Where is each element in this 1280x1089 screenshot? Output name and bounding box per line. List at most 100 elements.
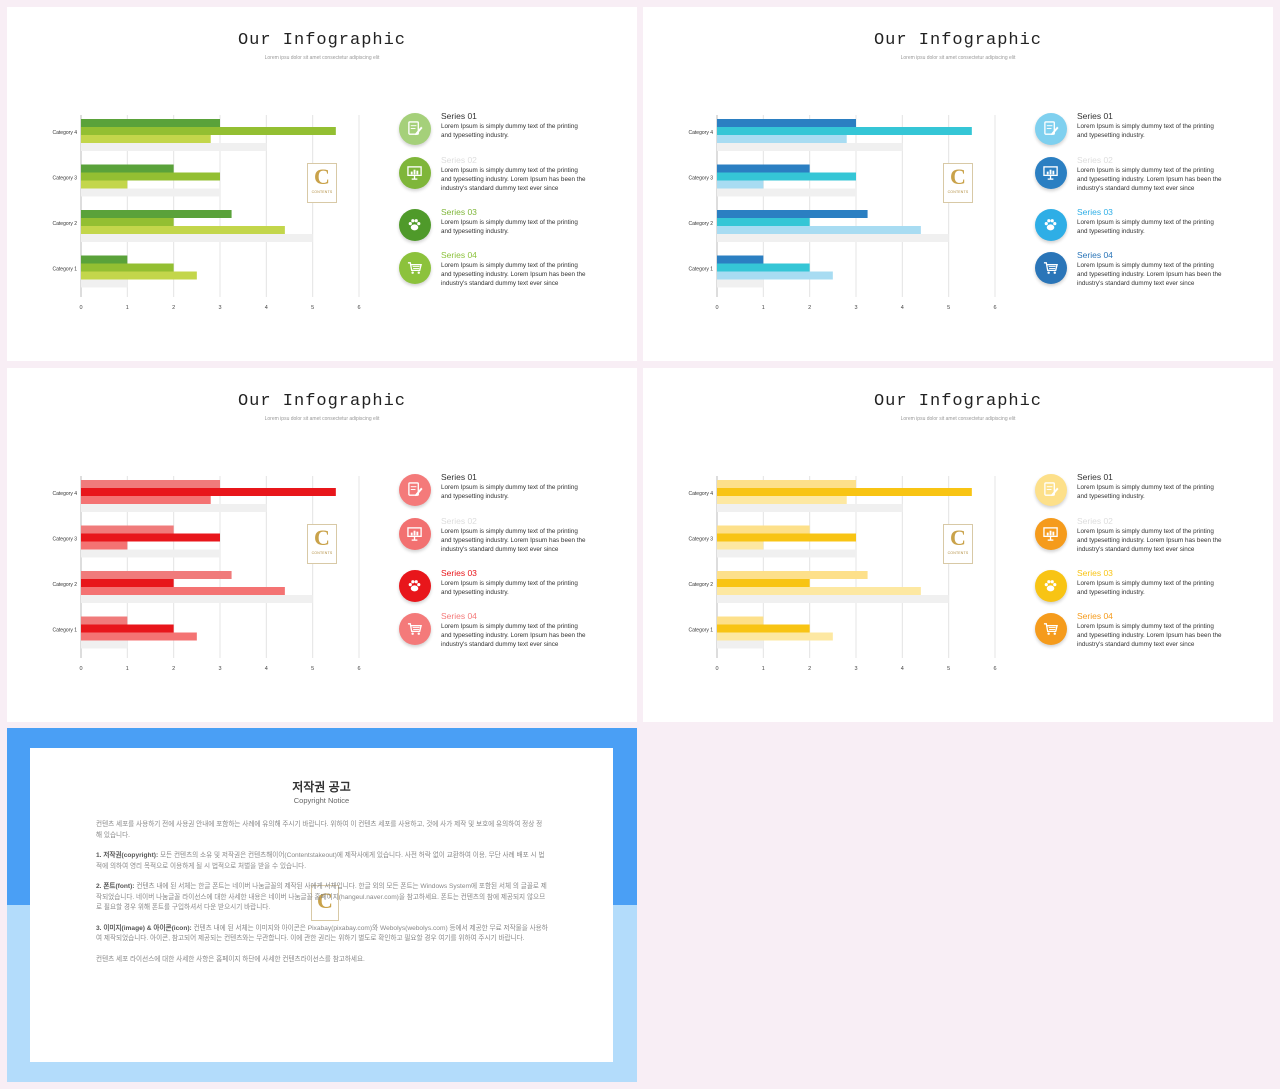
legend-series-name: Series 02 [441, 516, 477, 526]
bar-chart: 0 1 2 3 4 5 6 Category 1 Category 2 Category 3 Cat… [687, 468, 1007, 678]
copyright-paragraph-text: 모든 컨텐츠의 소유 및 저작권은 컨텐츠해이어(Contentstakeout… [96, 852, 545, 870]
bar-chart-svg: 0 1 2 3 4 5 6 Category 1 Category 2 Category 3 Cat… [53, 476, 361, 672]
bar-series-3-category-2 [81, 587, 285, 595]
copyright-paragraph: 1. 저작권(copyright): 모든 컨텐츠의 소유 및 저작권은 컨텐츠… [96, 851, 548, 872]
bar-series-1-category-3 [81, 525, 174, 534]
contents-logo: C CONTENTS [943, 524, 973, 564]
contents-logo: C CONTENTS [943, 163, 973, 203]
legend-description: Lorem Ipsum is simply dummy text of the … [1077, 528, 1222, 553]
shopping-cart-icon [1043, 623, 1058, 635]
bar-series-2-category-3 [717, 533, 856, 542]
category-label: Category 1 [53, 628, 78, 634]
copyright-title: 저작권 공고 [292, 780, 351, 794]
slide-green: Our Infographic Lorem ipsu dolor sit amet… [7, 7, 637, 361]
legend-description: Lorem Ipsum is simply dummy text of the … [1077, 123, 1214, 139]
bar-series-1-category-2 [81, 210, 232, 218]
bar-series-1-category-2 [717, 210, 868, 218]
legend-description: Lorem Ipsum is simply dummy text of the … [441, 219, 578, 235]
logo-letter: C [314, 525, 330, 550]
x-tick-label: 6 [357, 666, 360, 672]
presentation-chart-icon [407, 527, 422, 541]
bar-series-2-category-2 [717, 218, 810, 226]
document-edit-badge [399, 113, 431, 145]
category-label: Category 2 [689, 582, 714, 588]
category-label: Category 4 [689, 491, 714, 497]
logo-letter: C [317, 888, 333, 913]
x-tick-label: 2 [808, 666, 811, 672]
bar-series-3-category-1 [81, 632, 197, 641]
x-tick-label: 5 [947, 305, 950, 311]
x-tick-label: 4 [265, 666, 268, 672]
bar-chart-svg: 0 1 2 3 4 5 6 Category 1 Category 2 Category 3 Cat… [53, 115, 361, 311]
legend-description: Lorem Ipsum is simply dummy text of the … [441, 528, 586, 553]
slide-subtitle: Lorem ipsu dolor sit amet consectetur ad… [264, 55, 380, 61]
copyright-paragraph-text: 컨텐츠 내에 된 서체는 이미지와 아이콘은 Pixabay(pixabay.c… [96, 924, 548, 943]
x-tick-label: 2 [172, 305, 175, 311]
logo-letter: C [314, 164, 330, 189]
paw-badge [1035, 209, 1067, 241]
legend-description: Lorem Ipsum is simply dummy text of the … [441, 262, 586, 287]
document-edit-badge [1035, 113, 1067, 145]
category-label: Category 3 [53, 537, 78, 543]
paw-badge [399, 570, 431, 602]
document-edit-icon [408, 121, 423, 136]
legend-series-name: Series 01 [1077, 111, 1113, 121]
presentation-chart-icon [1043, 527, 1058, 541]
copyright-paragraph: 컨텐츠 세포 라이선스에 대한 사세한 사항은 홈페이지 하단에 사세한 컨텐츠… [96, 955, 548, 966]
x-tick-label: 0 [715, 305, 718, 311]
bar-series-2-category-4 [717, 127, 972, 135]
bar-series-3-category-2 [717, 587, 921, 595]
x-tick-label: 2 [808, 305, 811, 311]
copyright-subtitle: Copyright Notice [293, 796, 350, 805]
legend-description: Lorem Ipsum is simply dummy text of the … [1077, 219, 1214, 235]
copyright-paragraph-heading: 2. 폰트(font): [96, 883, 135, 890]
logo-letter: C [950, 164, 966, 189]
legend-series-name: Series 03 [441, 568, 477, 578]
x-tick-label: 0 [715, 666, 718, 672]
bar-series-4-category-1 [81, 640, 128, 649]
logo-text: CONTENTS [311, 551, 333, 555]
bar-series-3-category-2 [717, 226, 921, 234]
category-label: Category 2 [689, 221, 714, 227]
legend-description: Lorem Ipsum is simply dummy text of the … [1077, 484, 1214, 500]
logo-watermark: C [311, 885, 339, 921]
shopping-cart-icon [1043, 262, 1058, 274]
x-tick-label: 5 [311, 305, 314, 311]
presentation-chart-icon [407, 166, 422, 180]
bar-series-1-category-3 [81, 164, 174, 173]
legend-description: Lorem Ipsum is simply dummy text of the … [1077, 623, 1222, 648]
bar-series-4-category-1 [81, 279, 128, 288]
copyright-card: 저작권 공고 Copyright Notice C 컨텐츠 세포를 사용하기 전… [30, 748, 613, 1062]
legend-description: Lorem Ipsum is simply dummy text of the … [441, 580, 578, 596]
bar-chart: 0 1 2 3 4 5 6 Category 1 Category 2 Category 3 Cat… [51, 107, 371, 317]
x-tick-label: 1 [126, 666, 129, 672]
bar-series-4-category-3 [81, 549, 220, 558]
logo-text: CONTENTS [311, 190, 333, 194]
category-label: Category 4 [689, 130, 714, 136]
copyright-paragraph-heading: 1. 저작권(copyright): [96, 852, 159, 859]
bar-series-4-category-2 [81, 234, 313, 242]
bar-series-3-category-3 [717, 180, 764, 189]
copyright-paragraph-heading: 3. 이미지(image) & 아이콘(icon): [96, 924, 192, 932]
bar-series-3-category-3 [81, 180, 128, 189]
copyright-paragraph-text: 컨텐츠 세포 라이선스에 대한 사세한 사항은 홈페이지 하단에 사세한 컨텐츠… [96, 955, 365, 963]
copyright-paragraph: 컨텐츠 세포를 사용하기 전에 사용권 안내에 포함하는 사례에 유의해 주시기… [96, 820, 548, 841]
shopping-cart-badge [1035, 252, 1067, 284]
legend-series-name: Series 03 [1077, 207, 1113, 217]
bar-series-3-category-1 [81, 271, 197, 280]
bar-series-4-category-4 [717, 143, 903, 151]
bar-series-4-category-4 [717, 504, 903, 512]
bar-series-1-category-4 [717, 119, 856, 127]
bar-series-1-category-4 [81, 480, 220, 488]
document-edit-badge [399, 474, 431, 506]
bar-series-4-category-2 [717, 595, 949, 603]
legend-description: Lorem Ipsum is simply dummy text of the … [1077, 580, 1214, 596]
bar-series-2-category-1 [717, 263, 810, 272]
bar-series-2-category-3 [717, 172, 856, 181]
legend-series-name: Series 01 [1077, 472, 1113, 482]
category-label: Category 3 [689, 176, 714, 182]
bar-series-3-category-4 [81, 496, 211, 504]
document-edit-icon [1044, 121, 1059, 136]
legend-series-name: Series 02 [1077, 155, 1113, 165]
paw-icon [1044, 219, 1057, 231]
